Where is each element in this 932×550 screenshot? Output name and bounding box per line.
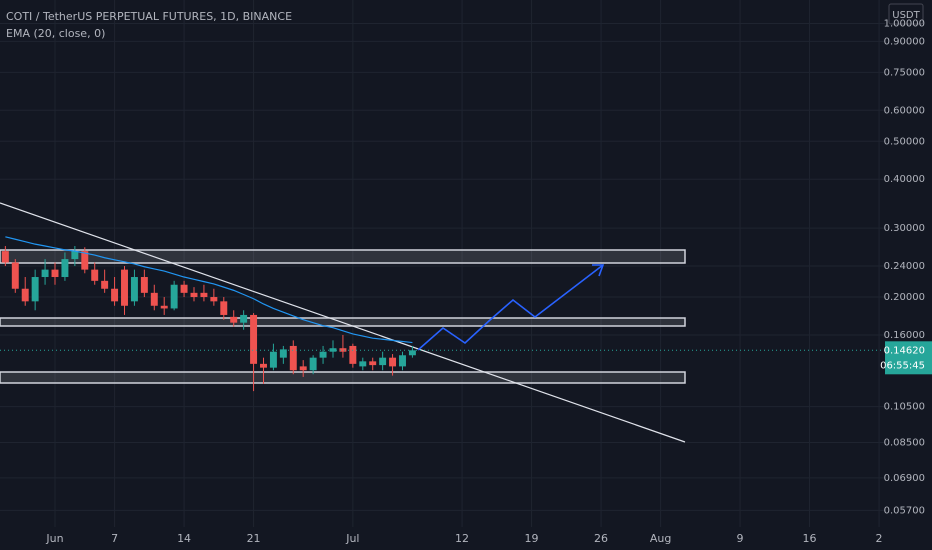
candle-body: [408, 350, 416, 356]
candle-body: [359, 361, 367, 367]
candle-body: [279, 349, 287, 358]
last-price-badge: [885, 341, 932, 375]
x-tick-label: 16: [803, 532, 817, 545]
candle-body: [220, 301, 228, 315]
candle-body: [299, 366, 307, 371]
candle-body: [309, 357, 317, 371]
x-tick-label: 2: [876, 532, 883, 545]
indicator-label: EMA (20, close, 0): [6, 27, 105, 40]
candle-body: [121, 269, 128, 306]
candle-body: [160, 305, 168, 309]
y-tick-label: 0.90000: [884, 36, 925, 47]
candle-body: [260, 363, 267, 368]
x-tick-label: 14: [177, 532, 191, 545]
candle-body: [111, 288, 119, 302]
x-tick-label: 19: [525, 532, 539, 545]
chart-title: COTI / TetherUS PERPETUAL FUTURES, 1D, B…: [6, 10, 292, 23]
candle-body: [200, 292, 208, 298]
zone-box: [0, 371, 686, 384]
candle-body: [81, 251, 89, 270]
y-tick-label: 0.20000: [884, 292, 925, 303]
candle-body: [51, 269, 59, 278]
candle-body: [349, 345, 357, 364]
y-tick-label: 0.10500: [884, 402, 925, 413]
y-tick-label: 0.60000: [884, 105, 925, 116]
candle-body: [269, 351, 277, 368]
currency: USDT: [892, 10, 920, 21]
candle-body: [101, 280, 109, 289]
candle-body: [61, 259, 69, 278]
x-tick-label: 9: [737, 532, 744, 545]
x-tick-label: Jul: [345, 532, 359, 545]
candle-body: [41, 269, 49, 278]
candle-body: [91, 269, 99, 281]
currency-badge: [888, 3, 924, 25]
candle-body: [1, 251, 9, 263]
y-tick-label: 0.30000: [884, 223, 925, 234]
candle-body: [190, 292, 198, 298]
y-tick-label: 0.06900: [884, 473, 925, 484]
candle-body: [399, 355, 406, 367]
y-tick-label: 0.50000: [884, 136, 925, 147]
projection-arrowhead: [592, 264, 605, 277]
candle-body: [230, 316, 238, 323]
candle-body: [289, 345, 297, 371]
candle-body: [170, 284, 178, 309]
x-tick-label: Aug: [650, 532, 671, 545]
candle-body: [11, 262, 19, 289]
y-tick-label: 0.08500: [884, 437, 925, 448]
candle-body: [379, 357, 387, 366]
zone-box: [0, 249, 686, 264]
plot: [0, 236, 885, 392]
candle-body: [150, 292, 158, 306]
ema-line: [5, 236, 413, 344]
candle-body: [240, 314, 248, 323]
y-tick-label: 0.05700: [884, 505, 925, 516]
x-tick-label: Jun: [45, 532, 63, 545]
x-tick-label: 12: [455, 532, 469, 545]
candle-body: [250, 314, 258, 364]
candle-body: [389, 357, 397, 367]
y-tick-label: 0.40000: [884, 174, 925, 185]
candle-body: [369, 361, 377, 366]
countdown: 06:55:45: [880, 360, 925, 371]
candle-body: [140, 277, 148, 293]
x-tick-label: 26: [594, 532, 608, 545]
axis-bg: [885, 0, 932, 550]
candle-body: [21, 288, 29, 302]
candle-body: [210, 297, 218, 302]
candle-body: [339, 348, 347, 352]
candle-body: [130, 277, 138, 302]
candle-body: [31, 277, 39, 302]
drawings: [0, 202, 686, 443]
y-tick-label: 0.16000: [884, 330, 925, 341]
candle-body: [71, 251, 79, 260]
last-price-label: 0.14620: [884, 345, 925, 356]
projection-path: [417, 264, 604, 351]
y-tick-label: 1.00000: [884, 18, 925, 29]
x-tick-label: 7: [111, 532, 118, 545]
time-axis-bg: [0, 527, 932, 550]
candle-body: [180, 284, 188, 293]
x-tick-label: 21: [247, 532, 261, 545]
y-tick-label: 0.24000: [884, 261, 925, 272]
trend-line: [0, 202, 686, 443]
y-tick-label: 0.75000: [884, 67, 925, 78]
candle-body: [319, 351, 327, 358]
